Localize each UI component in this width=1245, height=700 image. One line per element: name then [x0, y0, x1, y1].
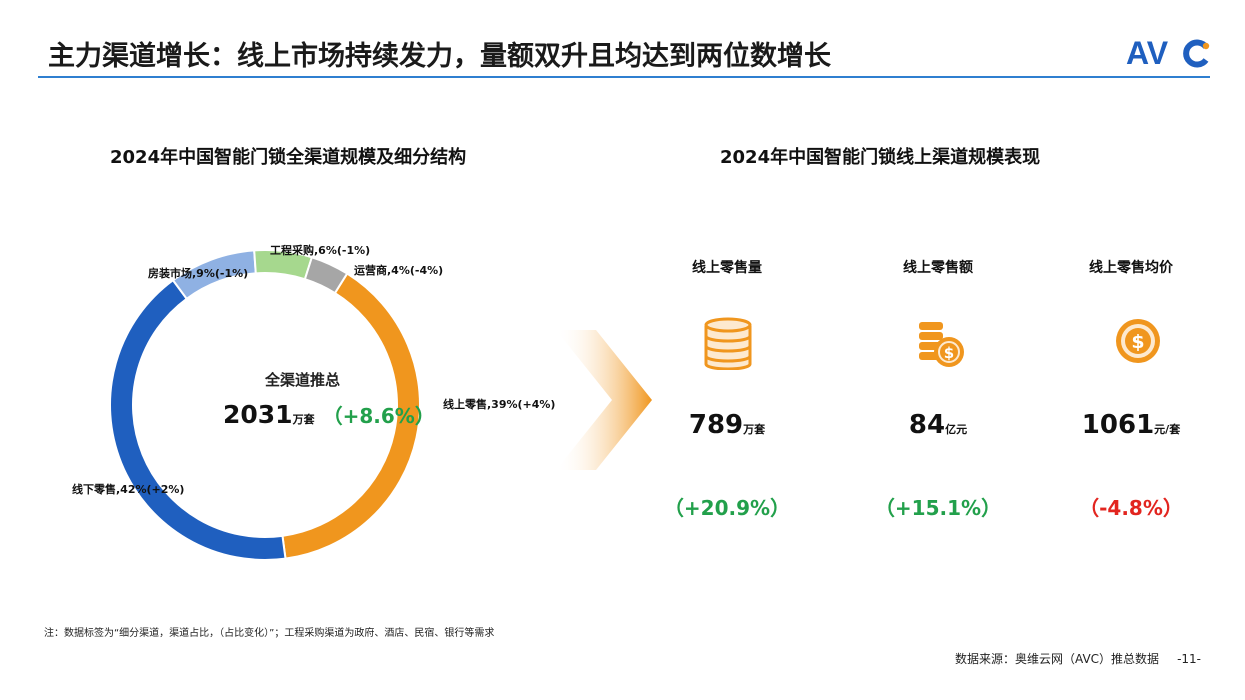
total-value: 2031 — [223, 400, 293, 429]
avg-price-unit: 元/套 — [1154, 423, 1181, 436]
source-text: 数据来源：奥维云网（AVC）推总数据 — [955, 652, 1160, 666]
metric-value-avg-price: 1061元/套 — [1041, 410, 1221, 440]
metric-value-revenue: 84亿元 — [848, 410, 1028, 440]
total-unit: 万套 — [292, 413, 315, 426]
coins-dollar-icon: $ — [919, 322, 964, 367]
svg-text:AV: AV — [1126, 35, 1169, 71]
metric-change-revenue: （+15.1%） — [874, 496, 1002, 520]
svg-text:$: $ — [1131, 331, 1144, 353]
slice-label-operator: 运营商,4%(-4%) — [354, 264, 444, 277]
slice-label-real-estate: 房装市场,9%(-1%) — [148, 267, 249, 280]
avc-logo: AV — [1126, 35, 1210, 71]
dollar-coin-icon: $ — [1116, 319, 1160, 363]
metric-change-volume: （+20.9%） — [663, 496, 791, 520]
metric-label-avg-price: 线上零售均价 — [1089, 260, 1173, 276]
metric-value-volume: 789万套 — [637, 410, 817, 440]
footnote: 注：数据标签为“细分渠道，渠道占比，（占比变化）”；工程采购渠道为政府、酒店、民… — [44, 628, 495, 639]
coin-stack-icon — [704, 317, 752, 370]
page-number: -11- — [1177, 652, 1201, 666]
slice-label-engineering: 工程采购,6%(-1%) — [270, 244, 371, 257]
svg-text:$: $ — [944, 344, 954, 362]
slice-label-online: 线上零售,39%(+4%) — [443, 398, 556, 411]
header-divider — [38, 76, 1210, 78]
page-title: 主力渠道增长：线上市场持续发力，量额双升且均达到两位数增长 — [48, 41, 831, 72]
right-section-title: 2024年中国智能门锁线上渠道规模表现 — [720, 147, 1041, 168]
metric-label-revenue: 线上零售额 — [903, 260, 973, 276]
revenue-unit: 亿元 — [945, 423, 968, 436]
slice-label-offline: 线下零售,42%(+2%) — [72, 483, 185, 496]
volume-number: 789 — [688, 410, 744, 440]
avg-price-number: 1061 — [1081, 410, 1155, 440]
total-change: （+8.6%） — [322, 404, 435, 428]
channel-donut-chart — [109, 249, 421, 561]
donut-center-total: 2031万套 （+8.6%） — [223, 400, 435, 429]
data-source: 数据来源：奥维云网（AVC）推总数据 -11- — [955, 650, 1201, 667]
donut-center-title: 全渠道推总 — [265, 371, 341, 389]
left-section-title: 2024年中国智能门锁全渠道规模及细分结构 — [110, 147, 467, 168]
flow-arrow-icon — [556, 330, 652, 470]
volume-unit: 万套 — [743, 423, 766, 436]
metric-label-volume: 线上零售量 — [692, 260, 762, 276]
metric-change-avg-price: （-4.8%） — [1079, 496, 1183, 520]
revenue-number: 84 — [908, 410, 946, 440]
slice-operator — [303, 255, 349, 295]
